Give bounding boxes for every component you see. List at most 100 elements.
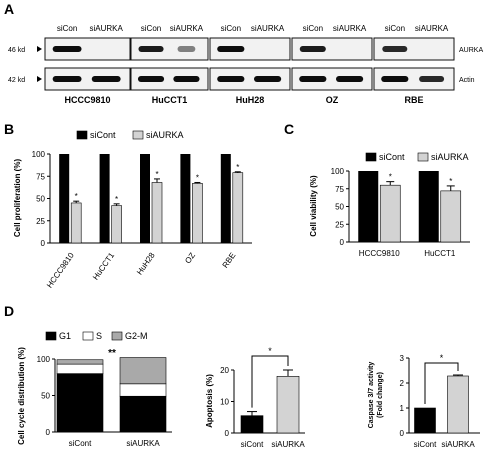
legend-swatch: [76, 130, 88, 140]
aurka-band: [138, 46, 164, 52]
panel-a-western-blot: 46 kd 42 kd AURKA Actin siCon siAURKA HCCC9810…: [8, 24, 483, 105]
protein-label: AURKA: [459, 47, 483, 54]
y-tick-label: 20: [220, 366, 229, 375]
y-axis-title: Caspase 3/7 activity: [368, 362, 375, 429]
aurka-membrane: [44, 37, 131, 61]
aurka-band: [217, 46, 245, 52]
stacked-segment-g2-m: [56, 359, 104, 365]
significance-bracket: [251, 355, 289, 408]
y-tick-label: 25: [36, 217, 45, 226]
blot-cell-line-3: siCon siAURKA OZ: [291, 24, 373, 105]
significance-marker: *: [155, 170, 158, 179]
legend-swatch: [132, 130, 144, 140]
y-axis-title: Cell cycle distribution (%): [17, 347, 26, 445]
actin-band: [91, 76, 121, 82]
aurka-membrane: [209, 37, 291, 61]
condition-label: siAURKA: [90, 24, 124, 33]
legend-label: G2-M: [125, 331, 148, 341]
x-tick-label: siAURKA: [271, 440, 305, 449]
actin-membrane: [373, 67, 455, 91]
cell-line-label: HCCC9810: [64, 95, 110, 105]
aurka-band: [177, 46, 196, 52]
aurka-membrane: [373, 37, 455, 61]
condition-label: siCon: [303, 24, 323, 33]
legend-label: siCont: [90, 130, 116, 140]
significance-marker: *: [196, 173, 199, 182]
bar-sicont: [59, 154, 70, 243]
x-tick-label: siAURKA: [126, 439, 160, 448]
bar-siaurka: [232, 172, 244, 244]
condition-label: siCon: [57, 24, 77, 33]
significance-marker: *: [75, 192, 78, 201]
y-tick-label: 1: [400, 404, 405, 413]
aurka-band: [52, 46, 82, 52]
size-marker-arrow: [37, 46, 42, 52]
actin-membrane: [130, 67, 209, 91]
y-axis-title: Cell proliferation (%): [13, 159, 22, 238]
significance-marker: *: [440, 353, 444, 363]
cell-line-label: OZ: [326, 95, 339, 105]
significance-marker: *: [115, 195, 118, 204]
bar-siaurka: [276, 375, 300, 434]
blot-cell-line-4: siCon siAURKA RBE: [373, 24, 455, 105]
blot-cell-line-2: siCon siAURKA HuH28: [209, 24, 291, 105]
condition-label: siAURKA: [251, 24, 285, 33]
actin-band: [336, 76, 364, 82]
actin-band: [217, 76, 245, 82]
x-tick-label: siCont: [241, 440, 264, 449]
significance-marker: *: [268, 346, 272, 356]
significance-bracket: [424, 362, 459, 404]
legend-swatch: [417, 152, 429, 162]
panel-letter-c: C: [284, 121, 294, 137]
y-tick-label: 75: [36, 172, 45, 181]
y-axis-title: Cell viability (%): [309, 175, 318, 237]
x-tick-label: HCCC9810: [45, 251, 76, 290]
panel-letter-b: B: [4, 121, 14, 137]
panel-d-caspase-chart: 0 1 2 3 Caspase 3/7 activity (Fold change) siC…: [368, 353, 480, 449]
stacked-segment-g1: [119, 395, 167, 433]
bar-sicont: [414, 407, 436, 434]
panel-letter-d: D: [4, 303, 14, 319]
stacked-segment-s: [119, 383, 167, 397]
y-tick-label: 25: [335, 220, 344, 229]
actin-band: [381, 76, 409, 82]
y-tick-label: 50: [335, 203, 344, 212]
y-tick-label: 100: [37, 355, 51, 364]
panel-letter-a: A: [4, 1, 14, 17]
significance-marker: *: [389, 173, 392, 182]
legend-swatch: [82, 331, 94, 341]
x-tick-label: siCont: [414, 440, 437, 449]
actin-band: [254, 76, 282, 82]
aurka-membrane: [130, 37, 209, 61]
legend-swatch: [365, 152, 377, 162]
y-axis-title: (Fold change): [377, 372, 384, 418]
y-tick-label: 0: [41, 239, 46, 248]
actin-band: [52, 76, 82, 82]
bar-siaurka: [151, 182, 163, 244]
bar-sicont: [99, 154, 110, 243]
y-tick-label: 100: [331, 167, 345, 176]
y-tick-label: 50: [41, 392, 50, 401]
aurka-band: [299, 46, 326, 52]
aurka-membrane: [291, 37, 373, 61]
bar-sicont: [140, 154, 150, 243]
actin-membrane: [209, 67, 291, 91]
significance-marker: **: [108, 348, 116, 359]
condition-label: siAURKA: [333, 24, 367, 33]
y-tick-label: 0: [225, 429, 230, 438]
protein-label: Actin: [459, 77, 475, 84]
x-tick-label: RBE: [221, 251, 238, 270]
y-tick-label: 50: [36, 195, 45, 204]
stacked-segment-g2-m: [119, 357, 167, 385]
significance-marker: *: [236, 163, 239, 172]
cell-line-label: HuH28: [236, 95, 265, 105]
legend-label: siAURKA: [431, 152, 469, 162]
y-tick-label: 10: [220, 398, 229, 407]
panel-c-cell-viability-chart: 0 25 50 75 100 Cell viability (%) siCont siAURK…: [309, 152, 470, 258]
condition-label: siCon: [385, 24, 405, 33]
x-tick-label: siCont: [69, 439, 92, 448]
blot-cell-line-1: siCon siAURKA HuCCT1: [130, 24, 209, 105]
cell-line-label: HuCCT1: [152, 95, 188, 105]
significance-marker: *: [449, 177, 452, 186]
